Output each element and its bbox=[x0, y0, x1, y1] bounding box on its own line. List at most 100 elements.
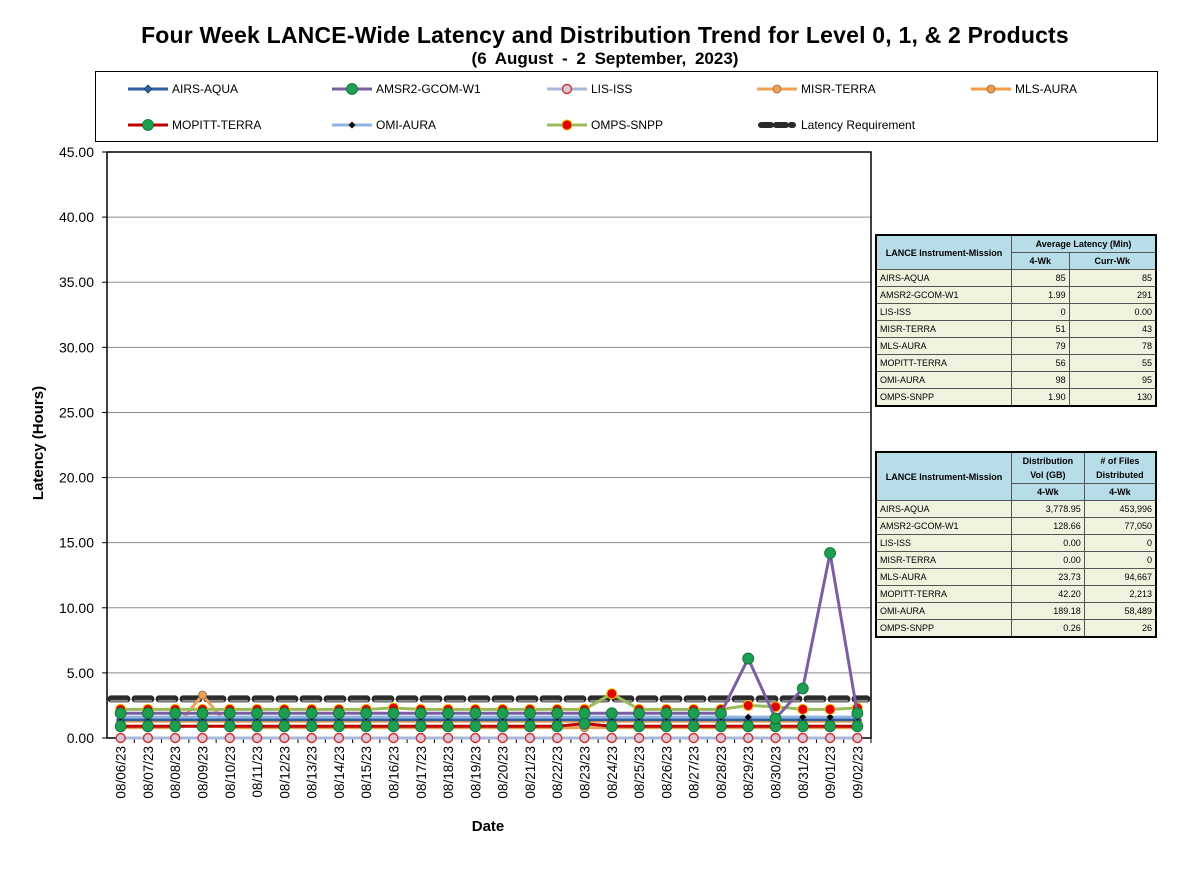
data-point bbox=[414, 720, 427, 733]
data-point bbox=[561, 83, 573, 95]
data-point bbox=[197, 732, 208, 744]
legend-swatch bbox=[758, 122, 796, 128]
legend-label: AIRS-AQUA bbox=[172, 82, 239, 96]
legend-label: MISR-TERRA bbox=[801, 82, 876, 96]
x-tick-label: 08/14/23 bbox=[332, 746, 347, 799]
data-point bbox=[333, 732, 345, 744]
data-point bbox=[333, 707, 345, 720]
average-latency-table: LANCE Instrument-Mission Average Latency… bbox=[875, 234, 1157, 407]
y-tick-label: 45.00 bbox=[59, 144, 94, 160]
data-point bbox=[852, 732, 863, 744]
data-point bbox=[687, 720, 700, 733]
latency-table-cell-curr: 95 bbox=[1068, 371, 1157, 389]
series-line bbox=[120, 692, 858, 711]
x-tick-label: 08/17/23 bbox=[414, 746, 429, 799]
x-tick-label: 09/01/23 bbox=[823, 746, 838, 799]
latency-table-cell-curr: 0.00 bbox=[1068, 303, 1157, 321]
latency-table-cell-mission: LIS-ISS bbox=[875, 303, 1012, 321]
latency-table-cell-wk4: 1.99 bbox=[1011, 286, 1070, 304]
y-tick-label: 30.00 bbox=[59, 339, 94, 355]
dist-table-cell-mission: LIS-ISS bbox=[875, 534, 1012, 552]
dist-table-cell-mission: MOPITT-TERRA bbox=[875, 585, 1012, 603]
data-point bbox=[415, 732, 426, 744]
latency-table-cell-mission: MOPITT-TERRA bbox=[875, 354, 1012, 372]
data-point bbox=[796, 682, 809, 695]
dist-table-cell-files: 58,489 bbox=[1083, 602, 1157, 620]
dist-table-row: LIS-ISS 0.00 0 bbox=[875, 534, 1157, 552]
y-tick-label: 35.00 bbox=[59, 274, 94, 290]
x-tick-label: 08/28/23 bbox=[714, 746, 729, 799]
data-point bbox=[851, 720, 864, 733]
dist-table-cell-mission: MISR-TERRA bbox=[875, 551, 1012, 569]
latency-table-cell-curr: 78 bbox=[1068, 337, 1157, 355]
legend-swatch bbox=[128, 84, 168, 94]
latency-table-cell-mission: AMSR2-GCOM-W1 bbox=[875, 286, 1012, 304]
dist-table-cell-files: 2,213 bbox=[1083, 585, 1157, 603]
data-point bbox=[114, 720, 127, 733]
data-point bbox=[305, 707, 318, 720]
dist-table-cell-vol: 0.26 bbox=[1011, 619, 1085, 638]
legend-swatch bbox=[332, 83, 372, 95]
data-point bbox=[578, 707, 591, 720]
latency-table-row: OMI-AURA 98 95 bbox=[875, 371, 1157, 389]
data-point bbox=[278, 720, 291, 733]
dist-table-cell-files: 77,050 bbox=[1083, 517, 1157, 535]
dist-table-cell-vol: 42.20 bbox=[1011, 585, 1085, 603]
y-axis-title: Latency (Hours) bbox=[30, 386, 47, 500]
data-point bbox=[196, 707, 209, 720]
legend-item-omi-aura: OMI-AURA bbox=[332, 118, 436, 132]
y-tick-label: 5.00 bbox=[67, 665, 94, 681]
data-point bbox=[799, 713, 807, 721]
y-tick-label: 0.00 bbox=[67, 730, 94, 746]
dist-table-col-4wk-files: 4-Wk bbox=[1083, 483, 1157, 501]
data-point bbox=[688, 732, 699, 744]
data-point bbox=[715, 707, 727, 720]
latency-table-cell-mission: MLS-AURA bbox=[875, 337, 1012, 355]
dist-table-cell-files: 0 bbox=[1083, 534, 1157, 552]
data-point bbox=[796, 720, 809, 733]
latency-table-cell-wk4: 98 bbox=[1011, 371, 1070, 389]
y-tick-label: 25.00 bbox=[59, 404, 94, 420]
data-point bbox=[660, 707, 673, 720]
legend-item-mopitt-terra: MOPITT-TERRA bbox=[128, 118, 261, 132]
dist-table-cell-vol: 128.66 bbox=[1011, 517, 1085, 535]
data-point bbox=[496, 720, 509, 733]
data-point bbox=[986, 84, 996, 94]
x-tick-label: 08/25/23 bbox=[632, 746, 647, 799]
data-point bbox=[661, 732, 672, 744]
dist-table-cell-mission: AIRS-AQUA bbox=[875, 500, 1012, 518]
latency-table-cell-wk4: 85 bbox=[1011, 269, 1070, 287]
plot-area bbox=[106, 151, 872, 739]
data-point bbox=[196, 720, 209, 733]
data-point bbox=[387, 707, 400, 720]
data-point bbox=[524, 732, 536, 744]
data-point bbox=[251, 720, 263, 733]
legend-item-airs-aqua: AIRS-AQUA bbox=[128, 82, 238, 96]
x-tick-label: 08/11/23 bbox=[250, 746, 265, 798]
chart-title: Four Week LANCE-Wide Latency and Distrib… bbox=[141, 22, 1069, 48]
x-tick-label: 08/07/23 bbox=[141, 746, 156, 799]
series-amsr2-gcom-w1 bbox=[114, 547, 864, 725]
data-point bbox=[552, 732, 563, 744]
data-point bbox=[251, 732, 263, 744]
x-tick-label: 08/10/23 bbox=[223, 746, 238, 799]
latency-table-row: MLS-AURA 79 78 bbox=[875, 337, 1157, 355]
dist-table-row: AMSR2-GCOM-W1 128.66 77,050 bbox=[875, 517, 1157, 535]
x-tick-label: 08/23/23 bbox=[578, 746, 593, 799]
data-point bbox=[742, 720, 755, 733]
x-tick-label: 08/26/23 bbox=[659, 746, 674, 799]
latency-table-cell-mission: OMI-AURA bbox=[875, 371, 1012, 389]
dist-table-cell-vol: 23.73 bbox=[1011, 568, 1085, 586]
x-tick-label: 08/09/23 bbox=[196, 746, 211, 799]
dist-table-cell-mission: OMPS-SNPP bbox=[875, 619, 1012, 638]
chart-legend: AIRS-AQUA AMSR2-GCOM-W1 LIS-ISS MISR-TERRA M… bbox=[95, 71, 1158, 142]
data-point bbox=[387, 720, 400, 733]
x-tick-label: 08/29/23 bbox=[741, 746, 756, 799]
latency-table-cell-wk4: 1.90 bbox=[1011, 388, 1070, 407]
y-tick-label: 10.00 bbox=[59, 600, 94, 616]
data-point bbox=[578, 717, 591, 730]
x-tick-label: 08/12/23 bbox=[277, 746, 292, 799]
x-tick-label: 08/13/23 bbox=[305, 746, 320, 799]
dist-table-cell-files: 26 bbox=[1083, 619, 1157, 638]
data-point bbox=[579, 732, 590, 744]
